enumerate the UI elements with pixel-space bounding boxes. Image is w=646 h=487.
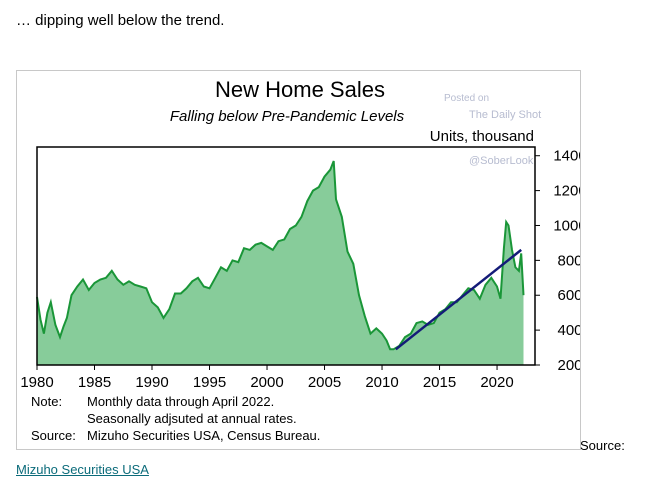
series-area <box>37 161 524 365</box>
note-line2: Seasonally adjsuted at annual rates. <box>87 411 297 426</box>
note-line1: Monthly data through April 2022. <box>87 394 274 409</box>
watermark-line3: @SoberLook <box>469 155 534 167</box>
y-tick-label: 400 <box>557 322 580 339</box>
trend-line <box>395 248 522 351</box>
y-tick-label: 1000 <box>553 217 580 234</box>
source-label: Source: <box>580 438 625 453</box>
plot-frame <box>36 146 536 366</box>
chart-source-label: Source: <box>31 428 76 443</box>
x-tick-label: 2005 <box>308 374 341 391</box>
source-link[interactable]: Mizuho Securities USA <box>16 462 149 477</box>
watermark-line1: Posted on <box>444 93 489 104</box>
y-tick-label: 1200 <box>553 183 580 200</box>
x-tick-label: 1980 <box>20 374 53 391</box>
chart-source-text: Mizuho Securities USA, Census Bureau. <box>87 428 320 443</box>
x-tick-label: 2015 <box>423 374 456 391</box>
chart-image: New Home Sales Falling below Pre-Pandemi… <box>16 70 581 450</box>
x-tick-label: 2010 <box>365 374 398 391</box>
y-tick-label: 600 <box>557 287 580 304</box>
x-tick-label: 1995 <box>193 374 226 391</box>
x-tick-label: 2000 <box>250 374 283 391</box>
x-tick-label: 1990 <box>135 374 168 391</box>
y-tick-label: 200 <box>557 357 580 374</box>
y-tick-label: 800 <box>557 252 580 269</box>
chart-title: New Home Sales <box>215 77 385 102</box>
chart-svg: New Home Sales Falling below Pre-Pandemi… <box>20 77 580 443</box>
x-tick-label: 2020 <box>480 374 513 391</box>
y-tick-label: 1400 <box>553 148 580 165</box>
chart-subtitle: Falling below Pre-Pandemic Levels <box>170 108 405 125</box>
note-label: Note: <box>31 394 62 409</box>
x-tick-label: 1985 <box>78 374 111 391</box>
intro-text: … dipping well below the trend. <box>16 12 225 29</box>
y-axis-label: Units, thousand <box>430 128 534 145</box>
watermark-line2: The Daily Shot <box>469 109 541 121</box>
